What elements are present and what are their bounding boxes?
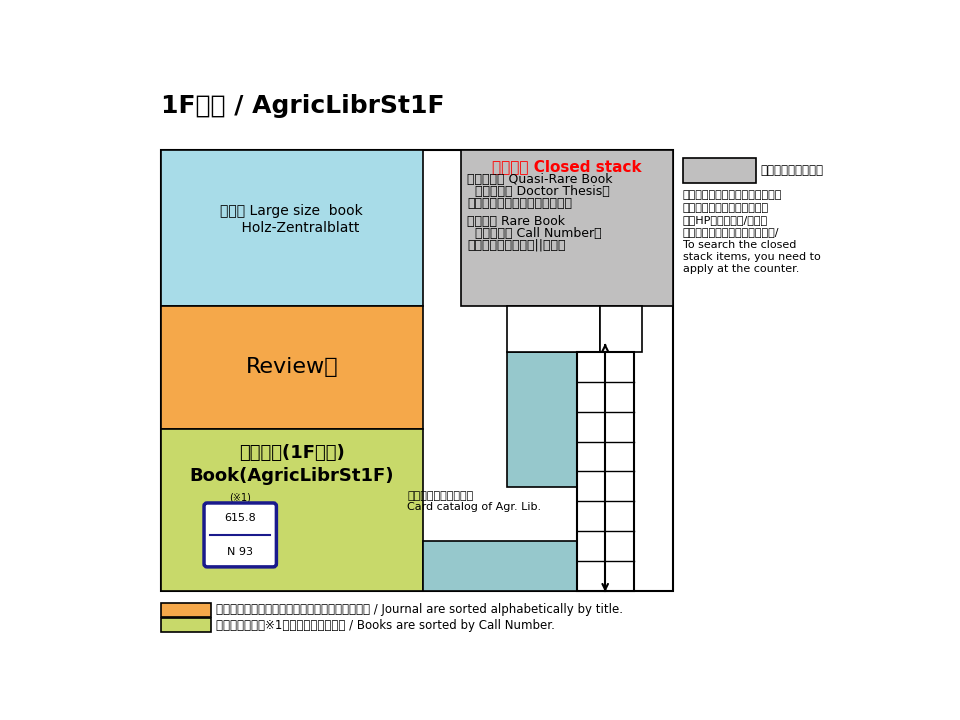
Text: （請求記号 Call Number：: （請求記号 Call Number：: [475, 227, 602, 240]
Text: To search the closed: To search the closed: [683, 240, 797, 250]
Bar: [161, 150, 673, 590]
Text: 農学部所蔵目録カード: 農学部所蔵目録カード: [407, 490, 473, 500]
Text: は、請求記号（※1）順に並んでいます / Books are sorted by Call Number.: は、請求記号（※1）順に並んでいます / Books are sorted by…: [216, 619, 555, 632]
Text: Card catalog of Agr. Lib.: Card catalog of Agr. Lib.: [407, 503, 541, 512]
Text: apply at the counter.: apply at the counter.: [683, 264, 800, 274]
Text: stack items, you need to: stack items, you need to: [683, 252, 821, 262]
Text: 書室HP「貴重資料/準貴重: 書室HP「貴重資料/準貴重: [683, 215, 768, 225]
FancyBboxPatch shape: [204, 503, 276, 567]
Bar: [577, 352, 635, 590]
Bar: [161, 150, 422, 306]
Text: 旧植民地関係資料、松原文獺）: 旧植民地関係資料、松原文獺）: [468, 197, 572, 210]
Bar: [461, 150, 673, 306]
Bar: [161, 603, 211, 617]
Text: 閉架書庫 Closed stack: 閉架書庫 Closed stack: [492, 159, 641, 174]
Text: 615.8: 615.8: [225, 513, 256, 523]
Text: 「和綴本」「貴重書||洋」）: 「和綴本」「貴重書||洋」）: [468, 238, 565, 251]
Bar: [161, 618, 211, 632]
Bar: [422, 541, 577, 590]
Text: 貴重資料 Rare Book: 貴重資料 Rare Book: [468, 215, 565, 228]
Text: 資料の利用」をご覧ください。/: 資料の利用」をご覧ください。/: [683, 228, 780, 238]
Text: は、閉架書庫です。: は、閉架書庫です。: [760, 164, 823, 177]
Bar: [508, 352, 577, 487]
Text: は、タイトルのアルファベット順に並んでいます / Journal are sorted alphabetically by title.: は、タイトルのアルファベット順に並んでいます / Journal are sor…: [216, 603, 623, 616]
Text: 1F書庫 / AgricLibrSt1F: 1F書庫 / AgricLibrSt1F: [161, 94, 444, 118]
Text: N 93: N 93: [228, 547, 253, 557]
Bar: [161, 429, 422, 590]
Text: （博士論文 Doctor Thesis、: （博士論文 Doctor Thesis、: [475, 185, 610, 198]
Text: カウンターで利用申込をしてくだ: カウンターで利用申込をしてくだ: [683, 190, 782, 200]
Text: Review誌: Review誌: [246, 357, 338, 377]
Text: 書庫図書(1F書庫)
Book(AgricLibrSt1F): 書庫図書(1F書庫) Book(AgricLibrSt1F): [189, 444, 394, 485]
Text: (※1): (※1): [229, 493, 252, 503]
Bar: [161, 306, 422, 429]
Text: さい。利用方法は、農学部図: さい。利用方法は、農学部図: [683, 202, 769, 212]
Bar: [683, 158, 756, 183]
Bar: [600, 306, 642, 352]
Bar: [508, 306, 600, 352]
Text: 大型本 Large size  book
    Holz-Zentralblatt: 大型本 Large size book Holz-Zentralblatt: [221, 204, 363, 235]
Text: 準貴重資料 Quasi-Rare Book: 準貴重資料 Quasi-Rare Book: [468, 174, 612, 186]
